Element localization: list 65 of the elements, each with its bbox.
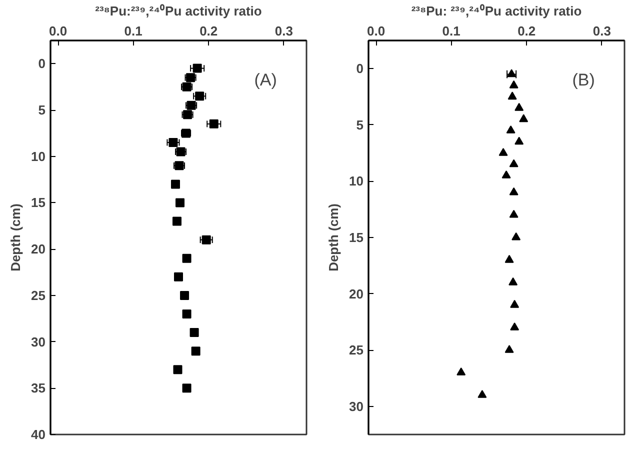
point	[508, 277, 518, 286]
point	[509, 80, 518, 88]
y-axis-title: Depth (cm)	[326, 204, 342, 272]
x-axis-title: ²³⁸Pu:²³⁹,²⁴⁰Pu activity ratio	[95, 4, 262, 18]
x-tick-label: 0.1	[124, 24, 142, 38]
y-tick-label: 15	[349, 230, 364, 245]
y-tick-label: 0	[356, 61, 364, 76]
x-tick-label: 0.0	[366, 24, 386, 38]
point	[192, 64, 202, 73]
annotation: (B)	[572, 70, 595, 90]
point	[510, 300, 520, 308]
y-tick-label: 25	[349, 342, 364, 358]
point	[191, 346, 200, 356]
point	[182, 254, 192, 263]
y-tick-label: 10	[349, 174, 364, 189]
x-tick-label: 0.2	[200, 24, 218, 38]
point	[168, 138, 178, 147]
y-tick-label: 5	[38, 102, 46, 118]
point	[514, 102, 524, 111]
y-tick-label: 5	[356, 117, 364, 132]
point	[176, 198, 185, 208]
point	[506, 125, 516, 134]
point	[509, 159, 518, 168]
point	[498, 148, 508, 156]
point	[456, 367, 466, 376]
point	[182, 309, 192, 318]
y-tick-label: 10	[31, 148, 46, 164]
x-tick-label: 0.3	[592, 24, 611, 38]
y-axis-title: Depth (cm)	[8, 204, 24, 272]
y-tick-label: 30	[31, 334, 46, 350]
point	[514, 136, 524, 145]
x-tick-label: 0.0	[48, 24, 68, 38]
point	[478, 390, 487, 398]
y-tick-label: 15	[31, 195, 46, 210]
y-tick-label: 25	[31, 288, 46, 303]
point	[510, 322, 520, 330]
point	[180, 290, 190, 300]
point	[509, 187, 518, 196]
point	[172, 216, 182, 226]
annotation: (A)	[254, 70, 277, 90]
y-tick-label: 30	[349, 398, 364, 414]
point	[173, 365, 182, 374]
point	[504, 344, 514, 353]
point	[174, 272, 183, 282]
point	[170, 180, 180, 189]
point	[504, 254, 514, 263]
y-tick-label: 0	[38, 56, 46, 72]
point	[202, 235, 211, 244]
y-tick-label: 40	[31, 427, 46, 442]
point	[502, 170, 511, 178]
y-tick-label: 20	[349, 286, 364, 302]
x-tick-label: 0.2	[518, 24, 536, 38]
y-tick-label: 20	[31, 242, 46, 257]
y-tick-label: 35	[31, 380, 46, 396]
point	[182, 384, 192, 393]
point	[209, 119, 218, 128]
x-tick-label: 0.3	[274, 24, 293, 38]
point	[190, 328, 199, 338]
point	[508, 92, 517, 100]
point	[195, 92, 204, 101]
x-tick-label: 0.1	[442, 24, 460, 38]
x-axis-title: ²³⁸Pu: ²³⁹,²⁴⁰Pu activity ratio	[411, 4, 582, 18]
point	[519, 114, 528, 122]
point	[509, 210, 518, 218]
point	[512, 232, 521, 240]
